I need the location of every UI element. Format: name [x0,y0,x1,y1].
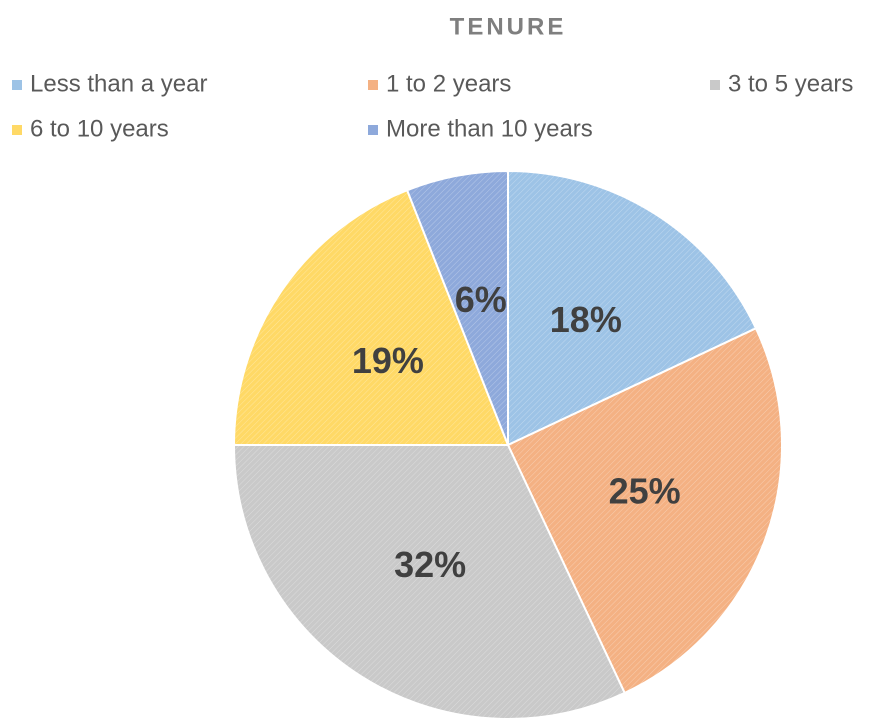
data-label: 19% [352,340,424,381]
chart-title: TENURE [450,13,567,40]
legend-label: Less than a year [30,70,207,97]
legend-swatch [12,125,22,135]
legend-label: 3 to 5 years [728,70,853,97]
legend-swatch [12,80,22,90]
data-label: 32% [394,544,466,585]
data-label: 6% [455,279,507,320]
legend-swatch [710,80,720,90]
data-label: 25% [609,471,681,512]
legend-swatch [368,80,378,90]
legend-label: 6 to 10 years [30,115,169,142]
legend-label: 1 to 2 years [386,70,511,97]
legend-swatch [368,125,378,135]
data-label: 18% [550,299,622,340]
legend-label: More than 10 years [386,115,593,142]
